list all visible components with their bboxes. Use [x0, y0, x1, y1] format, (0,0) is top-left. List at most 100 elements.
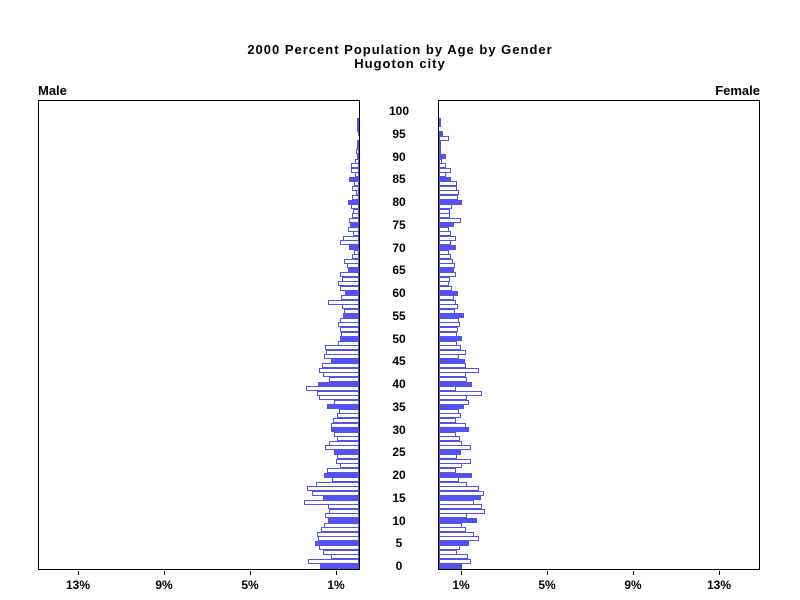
percent-tick-label-female-13%: 13%: [706, 578, 732, 592]
bar-male-age-51: [341, 331, 359, 337]
bar-male-age-26: [325, 445, 359, 451]
bar-male-age-72: [343, 235, 359, 241]
bar-male-age-65: [348, 267, 359, 273]
bar-male-age-86: [355, 172, 359, 178]
bar-female-age-5: [439, 540, 469, 546]
bar-male-age-45: [331, 358, 359, 364]
percent-tick-male-9%: [164, 571, 165, 575]
bar-male-age-6: [318, 536, 359, 542]
bar-female-age-93: [439, 140, 441, 146]
bar-female-age-71: [439, 240, 451, 246]
bar-male-age-58: [328, 299, 359, 305]
bar-male-age-40: [318, 381, 359, 387]
bar-male-age-67: [344, 258, 359, 264]
bar-female-age-26: [439, 445, 471, 451]
bar-female-age-16: [439, 490, 484, 496]
male-panel-label: Male: [38, 83, 67, 98]
bar-male-age-92: [357, 144, 359, 150]
bar-male-age-49: [338, 340, 359, 346]
age-tick-label-100: 100: [388, 104, 410, 118]
bar-female-age-2: [439, 554, 468, 560]
bar-male-age-33: [337, 413, 359, 419]
bar-female-age-39: [439, 386, 456, 392]
age-tick-label-95: 95: [392, 127, 406, 141]
age-tick-label-65: 65: [392, 263, 406, 277]
bar-female-age-56: [439, 308, 455, 314]
bar-female-age-19: [439, 477, 459, 483]
bar-female-age-48: [439, 345, 461, 351]
percent-tick-female-1%: [461, 571, 462, 575]
bar-female-age-18: [439, 481, 467, 487]
bar-female-age-54: [439, 317, 459, 323]
bar-male-age-74: [348, 226, 359, 232]
percent-tick-male-13%: [78, 571, 79, 575]
bar-female-age-62: [439, 281, 449, 287]
bar-male-age-61: [340, 285, 359, 291]
bar-female-age-59: [439, 295, 454, 301]
bar-female-age-9: [439, 522, 462, 528]
chart-title: 2000 Percent Population by Age by Gender: [247, 42, 553, 57]
bar-female-age-83: [439, 185, 457, 191]
percent-tick-female-13%: [719, 571, 720, 575]
bar-female-age-58: [439, 299, 456, 305]
bar-female-age-22: [439, 463, 462, 469]
bar-female-age-30: [439, 427, 469, 432]
bar-male-age-47: [326, 349, 359, 355]
bar-female-age-89: [439, 158, 442, 164]
bar-female-age-55: [439, 313, 464, 319]
age-tick-label-70: 70: [392, 241, 406, 255]
bar-female-age-43: [439, 367, 479, 373]
bar-female-age-73: [439, 231, 451, 237]
bar-male-age-90: [357, 154, 359, 159]
bar-male-age-27: [329, 440, 359, 446]
bar-female-age-91: [439, 149, 441, 155]
bar-male-age-83: [352, 185, 359, 191]
bar-male-age-28: [337, 436, 359, 442]
bar-female-age-15: [439, 495, 481, 501]
bar-female-age-47: [439, 349, 466, 355]
age-tick-label-20: 20: [392, 468, 406, 482]
bar-male-age-76: [349, 217, 359, 223]
bar-male-age-8: [321, 527, 359, 533]
bar-male-age-69: [354, 249, 359, 255]
bar-male-age-9: [324, 522, 359, 528]
bar-male-age-53: [338, 322, 359, 328]
bar-male-age-79: [351, 204, 359, 210]
bar-male-age-7: [317, 531, 359, 537]
bar-female-age-25: [439, 449, 461, 455]
bar-male-age-59: [341, 295, 359, 301]
bar-male-age-63: [342, 276, 359, 282]
bar-male-age-93: [357, 140, 359, 146]
bar-female-age-41: [439, 377, 467, 382]
percent-tick-label-male-13%: 13%: [65, 578, 91, 592]
bar-male-age-88: [351, 163, 359, 169]
bar-female-age-3: [439, 549, 457, 555]
bar-male-age-66: [347, 263, 359, 269]
bar-female-age-81: [439, 194, 458, 200]
bar-male-age-41: [329, 377, 359, 382]
bar-male-age-17: [307, 486, 359, 492]
female-plot-panel: [438, 100, 760, 570]
bar-female-age-72: [439, 235, 456, 241]
age-tick-label-10: 10: [392, 514, 406, 528]
bar-male-age-44: [322, 363, 359, 369]
bar-female-age-49: [439, 340, 457, 346]
bar-female-age-51: [439, 331, 457, 337]
age-tick-label-0: 0: [395, 559, 403, 573]
bar-female-age-78: [439, 208, 450, 214]
bar-female-age-7: [439, 531, 474, 537]
bar-male-age-2: [331, 554, 359, 560]
bar-male-age-43: [319, 367, 359, 373]
bar-female-age-65: [439, 267, 454, 273]
percent-tick-label-male-5%: 5%: [241, 578, 259, 592]
bar-male-age-68: [352, 254, 359, 260]
age-tick-label-90: 90: [392, 150, 406, 164]
bar-female-age-8: [439, 527, 466, 533]
bar-male-age-25: [334, 449, 359, 455]
percent-tick-label-female-5%: 5%: [538, 578, 556, 592]
bar-male-age-1: [308, 558, 359, 564]
bar-male-age-84: [354, 181, 359, 187]
bar-female-age-68: [439, 254, 451, 260]
bar-male-age-57: [342, 304, 359, 310]
